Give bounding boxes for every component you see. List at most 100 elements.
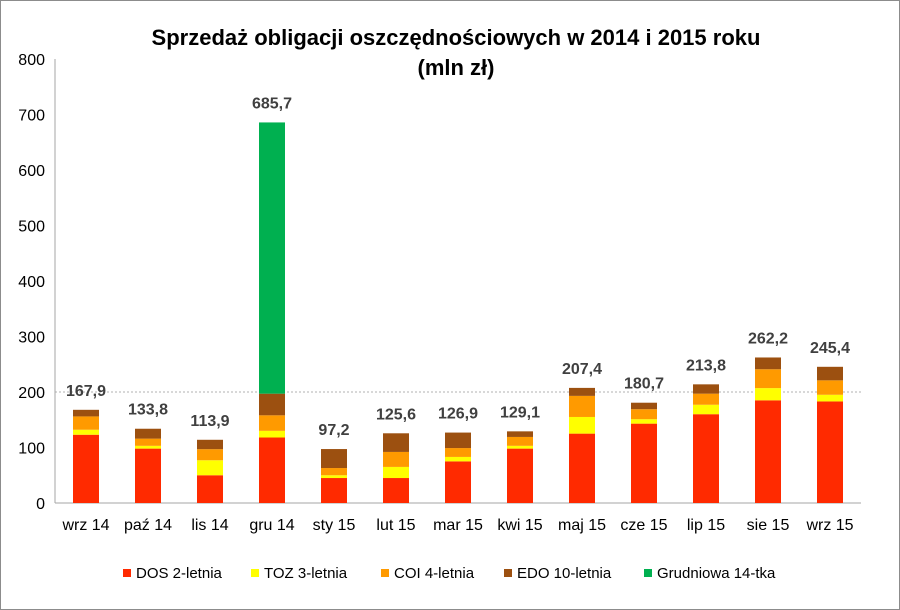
bar-segment-coi xyxy=(817,380,843,395)
x-tick-label: kwi 15 xyxy=(497,517,542,534)
legend: DOS 2-letnia TOZ 3-letnia COI 4-letnia EDO … xyxy=(123,565,776,582)
x-tick-label: sie 15 xyxy=(747,517,790,534)
bar-segment-toz xyxy=(197,460,223,476)
x-tick-label: cze 15 xyxy=(620,517,667,534)
bar-segment-toz xyxy=(693,404,719,415)
bar-segment-edo xyxy=(569,387,595,396)
bar-segment-dos xyxy=(73,434,99,503)
y-tick-label: 100 xyxy=(18,441,45,458)
legend-label: Grudniowa 14-tka xyxy=(657,565,776,582)
total-value-label: 125,6 xyxy=(376,406,416,423)
y-tick-label: 400 xyxy=(18,274,45,291)
bar-segment-toz xyxy=(755,388,781,401)
x-tick-label: lis 14 xyxy=(191,517,228,534)
bar-segment-edo xyxy=(693,384,719,394)
bar-segment-toz xyxy=(383,466,409,479)
bar-segment-toz xyxy=(569,416,595,434)
total-value-label: 207,4 xyxy=(562,361,602,378)
bar-segment-dos xyxy=(693,414,719,503)
x-tick-label: maj 15 xyxy=(558,517,606,534)
legend-swatch xyxy=(504,569,512,577)
y-tick-label: 700 xyxy=(18,108,45,125)
bar-segment-edo xyxy=(259,393,285,416)
legend-swatch xyxy=(644,569,652,577)
x-tick-label: lut 15 xyxy=(376,517,415,534)
total-value-label: 180,7 xyxy=(624,376,664,393)
bar-segment-edo xyxy=(135,428,161,439)
bar-segment-edo xyxy=(383,433,409,452)
bar-segment-coi xyxy=(755,369,781,389)
bar-segment-dos xyxy=(135,448,161,503)
y-tick-label: 800 xyxy=(18,52,45,69)
bar-segment-edo xyxy=(507,431,533,437)
y-tick-label: 600 xyxy=(18,163,45,180)
labels: 167,9 wrz 14 133,8 paź 14 113,9 lis 14 685,7 gr… xyxy=(61,95,853,534)
bar-segment-dos xyxy=(631,423,657,503)
bar-segment-dos xyxy=(197,475,223,503)
bar-segment-coi xyxy=(135,438,161,446)
x-tick-label: wrz 15 xyxy=(805,517,853,534)
chart-title-line2: (mln zł) xyxy=(418,55,495,80)
y-tick-label: 0 xyxy=(36,496,45,513)
bar-segment-dos xyxy=(817,401,843,503)
total-value-label: 126,9 xyxy=(438,406,478,423)
bar-segment-coi xyxy=(507,436,533,446)
x-tick-label: paź 14 xyxy=(124,517,172,534)
total-value-label: 685,7 xyxy=(252,95,292,112)
bar-segment-dos xyxy=(321,478,347,503)
legend-swatch xyxy=(381,569,389,577)
bar-segment-dos xyxy=(507,448,533,503)
bars xyxy=(73,122,843,503)
bar-segment-edo xyxy=(631,402,657,410)
x-tick-label: lip 15 xyxy=(687,517,725,534)
bar-segment-coi xyxy=(569,395,595,417)
bar-segment-coi xyxy=(321,468,347,476)
total-value-label: 245,4 xyxy=(810,340,850,357)
legend-swatch xyxy=(123,569,131,577)
bar-segment-toz xyxy=(321,475,347,479)
total-value-label: 113,9 xyxy=(190,413,229,430)
bar-segment-dos xyxy=(755,400,781,503)
bar-segment-edo xyxy=(817,366,843,381)
bar-segment-toz xyxy=(445,456,471,462)
bar-segment-dos xyxy=(383,478,409,503)
bar-segment-edo xyxy=(445,432,471,449)
bar-segment-toz xyxy=(507,445,533,449)
bar-segment-toz xyxy=(73,429,99,435)
bar-segment-coi xyxy=(197,449,223,461)
y-tick-label: 500 xyxy=(18,219,45,236)
bar-segment-coi xyxy=(259,415,285,431)
bar-segment-toz xyxy=(817,394,843,402)
bar-segment-dos xyxy=(569,433,595,503)
legend-swatch xyxy=(251,569,259,577)
bar-segment-coi xyxy=(693,393,719,405)
total-value-label: 133,8 xyxy=(128,402,168,419)
bar-segment-dos xyxy=(445,461,471,503)
x-tick-label: wrz 14 xyxy=(61,517,109,534)
total-value-label: 213,8 xyxy=(686,357,726,374)
legend-label: COI 4-letnia xyxy=(394,565,475,582)
bar-segment-toz xyxy=(631,419,657,424)
bar-segment-edo xyxy=(73,409,99,417)
total-value-label: 262,2 xyxy=(748,330,788,347)
bar-segment-edo xyxy=(755,357,781,370)
legend-label: DOS 2-letnia xyxy=(136,565,223,582)
chart-title-line1: Sprzedaż obligacji oszczędnościowych w 2… xyxy=(152,25,761,50)
total-value-label: 129,1 xyxy=(500,404,540,421)
total-value-label: 97,2 xyxy=(318,422,349,439)
bar-segment-coi xyxy=(631,409,657,420)
bar-segment-edo xyxy=(321,449,347,469)
bar-segment-grudniowa xyxy=(259,122,285,394)
axes: 0 100 200 300 400 500 600 700 800 xyxy=(18,52,861,513)
bar-segment-coi xyxy=(383,451,409,467)
bar-segment-coi xyxy=(73,416,99,430)
legend-label: TOZ 3-letnia xyxy=(264,565,348,582)
y-tick-label: 300 xyxy=(18,330,45,347)
x-tick-label: sty 15 xyxy=(313,517,356,534)
bar-segment-edo xyxy=(197,439,223,450)
bar-segment-toz xyxy=(259,430,285,438)
total-value-label: 167,9 xyxy=(66,383,106,400)
y-tick-label: 200 xyxy=(18,385,45,402)
